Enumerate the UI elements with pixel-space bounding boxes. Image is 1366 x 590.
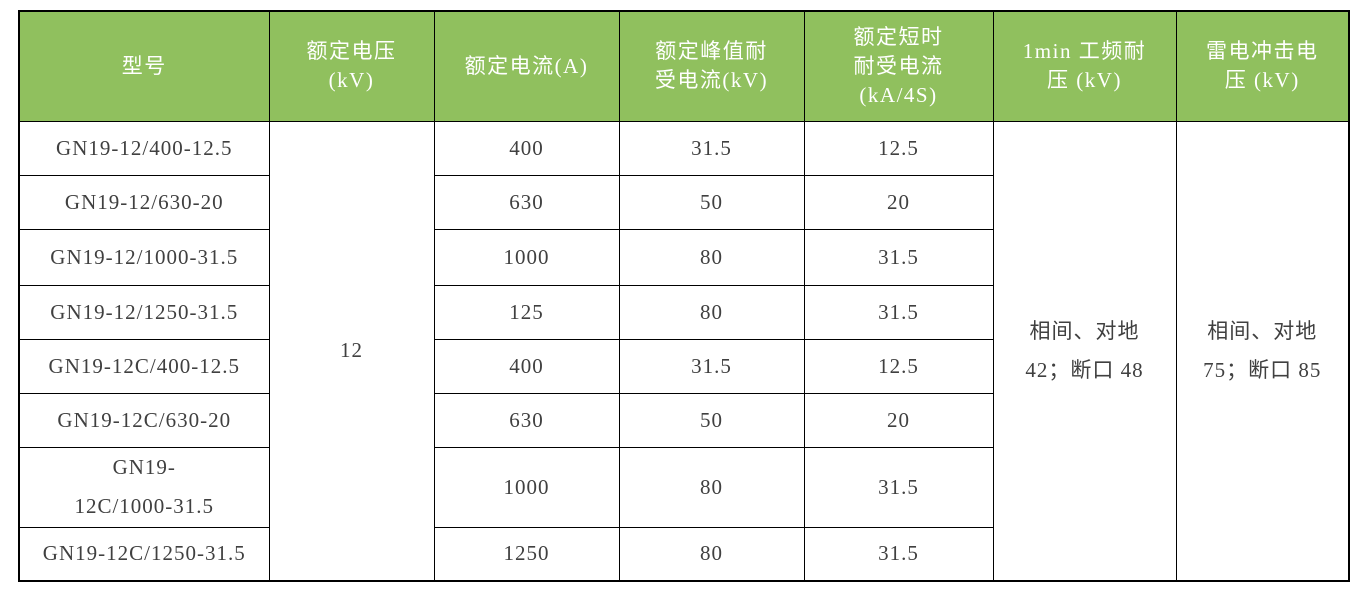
header-row: 型号 额定电压 (kV) 额定电流(A) 额定峰值耐 受电流(kV) 额定短时 …: [18, 10, 1350, 122]
col-header-power-freq: 1min 工频耐 压 (kV): [992, 10, 1177, 122]
model-cell: GN19-12/630-20: [18, 174, 270, 230]
lightning-merged-cell: 相间、对地 75；断口 85: [1175, 120, 1350, 582]
rated-current-cell: 1000: [433, 446, 620, 528]
short-time-cell: 12.5: [803, 338, 994, 394]
rated-current-cell: 1250: [433, 526, 620, 582]
peak-withstand-cell: 50: [618, 392, 805, 448]
short-time-cell: 31.5: [803, 446, 994, 528]
col-header-rated-voltage: 额定电压 (kV): [268, 10, 435, 122]
rated-current-cell: 400: [433, 338, 620, 394]
model-cell: GN19-12C/1250-31.5: [18, 526, 270, 582]
rated-current-cell: 630: [433, 174, 620, 230]
short-time-cell: 12.5: [803, 120, 994, 176]
table-row: GN19- 12C/1000-31.5 1000 80 31.5: [18, 446, 1349, 528]
rated-voltage-merged-cell: 12: [268, 120, 435, 582]
col-header-model: 型号: [18, 10, 270, 122]
short-time-cell: 20: [803, 174, 994, 230]
table-row: GN19-12/630-20 630 50 20: [18, 174, 1349, 230]
table-body: GN19-12/400-12.5 12 400 31.5 12.5 相间、对地 42；断口…: [18, 120, 1350, 582]
rated-current-cell: 125: [433, 284, 620, 340]
col-header-lightning: 雷电冲击电 压 (kV): [1175, 10, 1350, 122]
model-cell: GN19- 12C/1000-31.5: [18, 446, 270, 528]
peak-withstand-cell: 80: [618, 446, 805, 528]
model-cell: GN19-12C/630-20: [18, 392, 270, 448]
table-header: 型号 额定电压 (kV) 额定电流(A) 额定峰值耐 受电流(kV) 额定短时 …: [18, 10, 1350, 122]
power-freq-merged-cell: 相间、对地 42；断口 48: [992, 120, 1177, 582]
peak-withstand-cell: 50: [618, 174, 805, 230]
peak-withstand-cell: 80: [618, 526, 805, 582]
col-header-short-time: 额定短时 耐受电流 (kA/4S): [803, 10, 994, 122]
short-time-cell: 31.5: [803, 284, 994, 340]
rated-current-cell: 400: [433, 120, 620, 176]
table-row: GN19-12/1000-31.5 1000 80 31.5: [18, 228, 1349, 286]
col-header-rated-current: 额定电流(A): [433, 10, 620, 122]
peak-withstand-cell: 31.5: [618, 338, 805, 394]
table-row: GN19-12/1250-31.5 125 80 31.5: [18, 284, 1349, 340]
rated-current-cell: 630: [433, 392, 620, 448]
col-header-peak-withstand: 额定峰值耐 受电流(kV): [618, 10, 805, 122]
spec-table: 型号 额定电压 (kV) 额定电流(A) 额定峰值耐 受电流(kV) 额定短时 …: [18, 10, 1350, 582]
short-time-cell: 31.5: [803, 228, 994, 286]
peak-withstand-cell: 80: [618, 284, 805, 340]
table-row: GN19-12C/1250-31.5 1250 80 31.5: [18, 526, 1349, 582]
table-row: GN19-12C/630-20 630 50 20: [18, 392, 1349, 448]
short-time-cell: 31.5: [803, 526, 994, 582]
model-cell: GN19-12C/400-12.5: [18, 338, 270, 394]
model-cell: GN19-12/1250-31.5: [18, 284, 270, 340]
model-cell: GN19-12/1000-31.5: [18, 228, 270, 286]
peak-withstand-cell: 31.5: [618, 120, 805, 176]
short-time-cell: 20: [803, 392, 994, 448]
model-cell: GN19-12/400-12.5: [18, 120, 270, 176]
rated-current-cell: 1000: [433, 228, 620, 286]
peak-withstand-cell: 80: [618, 228, 805, 286]
table-row: GN19-12/400-12.5 12 400 31.5 12.5 相间、对地 42；断口…: [18, 120, 1350, 582]
